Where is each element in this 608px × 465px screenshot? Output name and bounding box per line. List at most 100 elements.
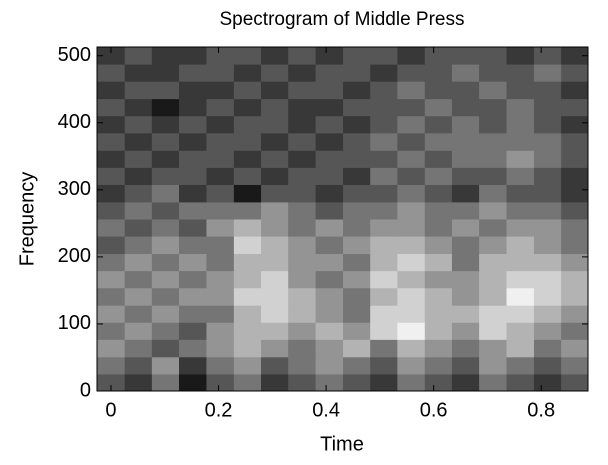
heatmap-cell: [315, 253, 344, 272]
heatmap-cell: [397, 47, 426, 65]
heatmap-cell: [533, 270, 562, 289]
heatmap-cell: [424, 219, 453, 237]
heatmap-cell: [151, 236, 180, 255]
heatmap-cell: [151, 81, 180, 100]
heatmap-cell: [288, 81, 317, 100]
heatmap-cell: [533, 356, 562, 375]
heatmap-cell: [206, 184, 235, 203]
heatmap-cell: [451, 339, 480, 358]
heatmap-cell: [315, 201, 344, 220]
heatmap-cell: [561, 356, 589, 375]
heatmap-cell: [124, 64, 153, 82]
heatmap-cell: [397, 219, 426, 237]
heatmap-cell: [533, 373, 562, 392]
heatmap-cell: [124, 236, 153, 255]
heatmap-cell: [288, 219, 317, 237]
heatmap-cell: [533, 339, 562, 358]
heatmap-cell: [479, 356, 508, 375]
heatmap-cell: [233, 184, 262, 203]
heatmap-cell: [179, 270, 207, 289]
heatmap-cell: [343, 98, 371, 117]
heatmap-cell: [561, 184, 589, 203]
heatmap-cell: [561, 236, 589, 255]
heatmap-cell: [533, 47, 562, 65]
heatmap-cell: [261, 201, 289, 220]
heatmap-cell: [506, 115, 535, 134]
heatmap-cell: [233, 322, 262, 340]
y-tick-label: 400: [58, 111, 91, 133]
heatmap-cell: [315, 64, 344, 82]
heatmap-cell: [233, 115, 262, 134]
heatmap-cell: [370, 184, 398, 203]
heatmap-cell: [479, 219, 508, 237]
heatmap-cell: [315, 322, 344, 340]
heatmap-cell: [506, 47, 535, 65]
heatmap-cell: [124, 150, 153, 168]
heatmap-cell: [151, 167, 180, 185]
heatmap-cell: [97, 253, 126, 272]
heatmap-cell: [397, 339, 426, 358]
heatmap-cell: [506, 287, 535, 306]
heatmap-cell: [233, 132, 262, 151]
heatmap-cell: [397, 132, 426, 151]
heatmap-cell: [124, 81, 153, 100]
heatmap-cell: [97, 201, 126, 220]
heatmap-cell: [206, 167, 235, 185]
heatmap-cell: [397, 115, 426, 134]
heatmap-cell: [124, 98, 153, 117]
heatmap-cell: [233, 305, 262, 323]
heatmap-cell: [261, 150, 289, 168]
heatmap-cell: [533, 167, 562, 185]
heatmap-cell: [533, 219, 562, 237]
heatmap-cell: [533, 253, 562, 272]
heatmap-cell: [124, 356, 153, 375]
heatmap-cell: [533, 322, 562, 340]
heatmap-cell: [370, 64, 398, 82]
heatmap-cell: [561, 167, 589, 185]
heatmap-cell: [151, 150, 180, 168]
heatmap-cell: [179, 322, 207, 340]
heatmap-cell: [151, 373, 180, 392]
heatmap-cell: [424, 287, 453, 306]
heatmap-cell: [479, 253, 508, 272]
heatmap-cell: [315, 150, 344, 168]
heatmap-cell: [343, 339, 371, 358]
heatmap-cell: [179, 47, 207, 65]
heatmap-cell: [261, 167, 289, 185]
heatmap-cell: [451, 167, 480, 185]
heatmap-cell: [179, 373, 207, 392]
heatmap-cell: [343, 305, 371, 323]
heatmap-cell: [206, 322, 235, 340]
heatmap-cell: [479, 64, 508, 82]
heatmap-cell: [370, 373, 398, 392]
y-axis-label: Frequency: [16, 172, 38, 267]
heatmap-cell: [561, 81, 589, 100]
heatmap-cell: [561, 219, 589, 237]
heatmap-cell: [288, 322, 317, 340]
heatmap-cell: [206, 356, 235, 375]
heatmap-cell: [315, 373, 344, 392]
heatmap-cell: [533, 150, 562, 168]
heatmap-cell: [206, 270, 235, 289]
heatmap-cell: [479, 201, 508, 220]
heatmap-cell: [370, 98, 398, 117]
heatmap-cell: [533, 98, 562, 117]
heatmap-cell: [561, 373, 589, 392]
heatmap-cell: [261, 236, 289, 255]
heatmap-cell: [533, 305, 562, 323]
heatmap-cell: [179, 287, 207, 306]
heatmap-cell: [424, 339, 453, 358]
heatmap-cell: [261, 305, 289, 323]
heatmap-cell: [97, 64, 126, 82]
heatmap-cell: [124, 132, 153, 151]
heatmap-cell: [288, 64, 317, 82]
heatmap-cell: [179, 64, 207, 82]
heatmap-cell: [424, 98, 453, 117]
heatmap-cell: [370, 287, 398, 306]
heatmap-cell: [233, 339, 262, 358]
heatmap-cell: [206, 339, 235, 358]
heatmap-cell: [397, 287, 426, 306]
heatmap-cell: [370, 201, 398, 220]
heatmap-cell: [315, 287, 344, 306]
heatmap-cell: [506, 236, 535, 255]
